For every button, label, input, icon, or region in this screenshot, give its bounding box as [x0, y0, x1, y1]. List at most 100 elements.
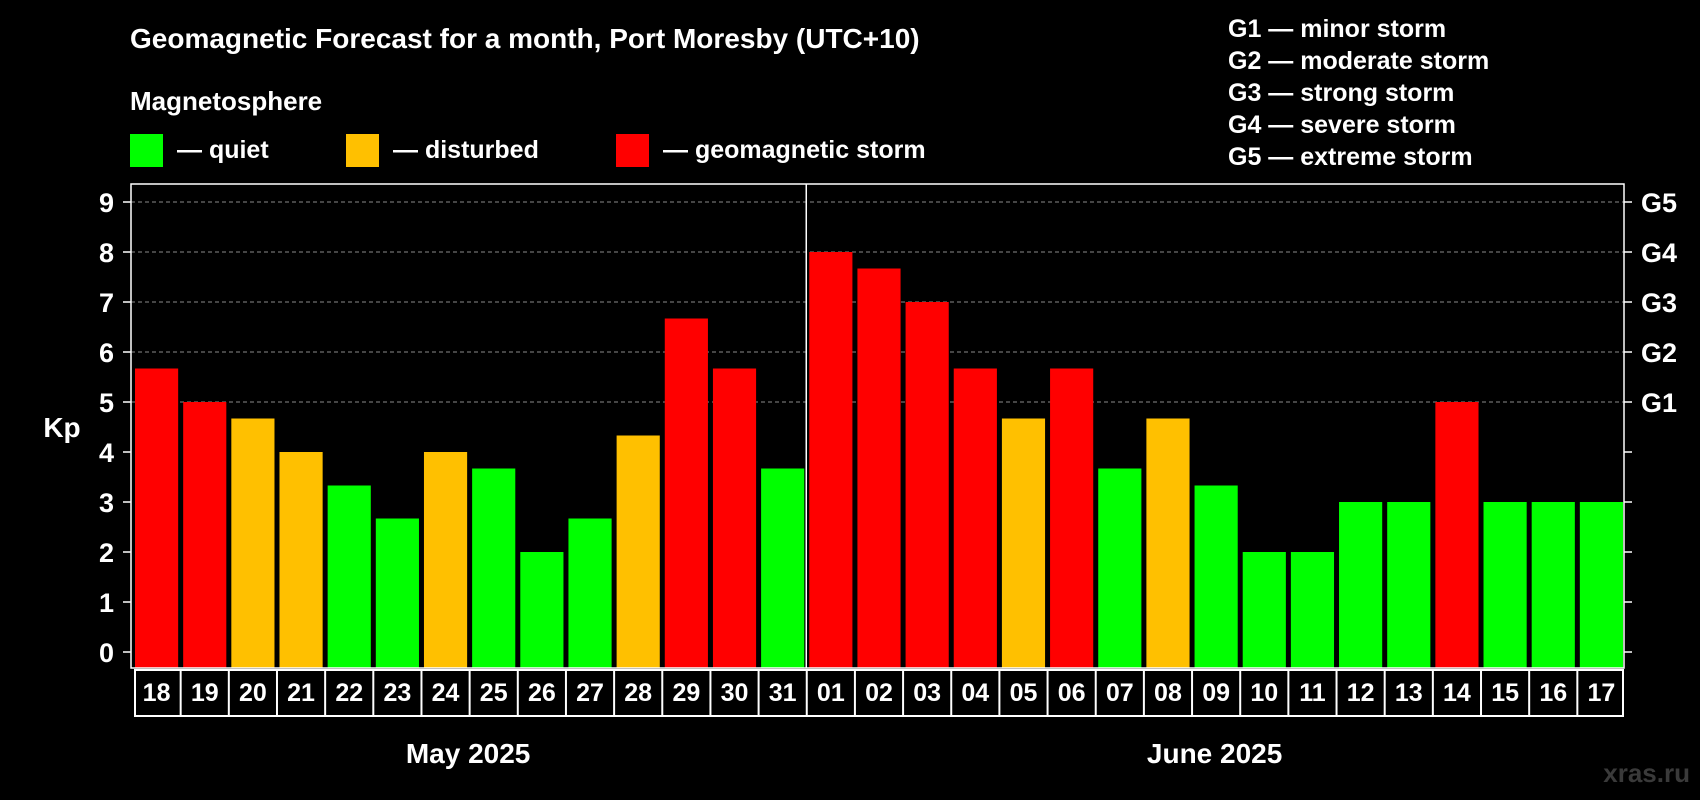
- bar-09: [1194, 485, 1238, 668]
- x-tick-label: 16: [1539, 679, 1567, 707]
- bar-11: [1290, 552, 1335, 668]
- x-tick-label: 09: [1202, 679, 1230, 707]
- bar-17: [1579, 502, 1623, 668]
- bar-19: [183, 402, 227, 668]
- x-tick-label: 10: [1250, 679, 1278, 707]
- x-tick-label: 03: [913, 679, 941, 707]
- storm-scale-item-0: G1 — minor storm: [1228, 15, 1446, 43]
- y-tick-label: 0: [99, 638, 114, 668]
- x-tick-label: 01: [817, 679, 845, 707]
- storm-scale-item-4: G5 — extreme storm: [1228, 143, 1473, 171]
- bar-01: [809, 252, 853, 668]
- x-tick-label: 31: [769, 679, 797, 707]
- bar-05: [1001, 418, 1046, 668]
- x-tick-label: 28: [624, 679, 652, 707]
- x-tick-label: 30: [721, 679, 749, 707]
- x-tick-label: 05: [1010, 679, 1038, 707]
- bar-16: [1531, 502, 1575, 668]
- storm-axis-label: G2: [1641, 338, 1677, 368]
- bars: [135, 252, 1623, 668]
- x-tick-label: 14: [1443, 679, 1471, 707]
- month-label: June 2025: [1147, 738, 1282, 769]
- y-tick-label: 6: [99, 338, 114, 368]
- x-tick-label: 07: [1106, 679, 1134, 707]
- bar-02: [857, 268, 901, 668]
- x-tick-label: 12: [1347, 679, 1375, 707]
- x-tick-label: 18: [143, 679, 171, 707]
- x-tick-label: 17: [1588, 679, 1616, 707]
- month-label: May 2025: [406, 738, 531, 769]
- x-axis-day-labels: 18 19 20 21 22 23 24 25 26 27 28 29 30 31 01 02 03 04 05 06…: [134, 669, 1624, 717]
- x-tick-label: 15: [1491, 679, 1519, 707]
- x-tick-label: 26: [528, 679, 556, 707]
- storm-axis-label: G3: [1641, 288, 1677, 318]
- storm-axis-label: G4: [1641, 238, 1677, 268]
- bar-31: [761, 468, 805, 668]
- y-axis-label: Kp: [43, 412, 80, 443]
- legend-swatch-0: [130, 134, 163, 167]
- storm-axis-label: G5: [1641, 188, 1677, 218]
- y-tick-label: 7: [99, 288, 114, 318]
- bar-21: [279, 452, 323, 668]
- y-tick-label: 1: [99, 588, 114, 618]
- bar-06: [1050, 368, 1094, 668]
- bar-30: [712, 368, 757, 668]
- bar-27: [568, 518, 612, 668]
- y-tick-label: 4: [99, 438, 114, 468]
- chart-title: Geomagnetic Forecast for a month, Port M…: [130, 23, 920, 54]
- y-tick-label: 9: [99, 188, 114, 218]
- x-tick-label: 21: [287, 679, 315, 707]
- bar-23: [375, 518, 419, 668]
- storm-axis-ticks: G1 G2 G3 G4 G5: [1624, 188, 1677, 653]
- x-tick-label: 08: [1154, 679, 1182, 707]
- x-tick-label: 22: [335, 679, 363, 707]
- x-tick-label: 23: [383, 679, 411, 707]
- bar-08: [1146, 418, 1190, 668]
- legend-label-2: — geomagnetic storm: [663, 136, 926, 164]
- x-axis-box: [134, 669, 1624, 717]
- legend-swatch-2: [616, 134, 649, 167]
- storm-scale-item-3: G4 — severe storm: [1228, 111, 1456, 139]
- x-tick-label: 11: [1299, 679, 1326, 707]
- storm-scale-legend: G1 — minor storm G2 — moderate storm G3 — …: [1228, 15, 1489, 171]
- storm-scale-item-1: G2 — moderate storm: [1228, 47, 1489, 75]
- y-axis-ticks: 0 1 2 3 4 5 6 7 8 9: [99, 188, 131, 668]
- bar-22: [327, 485, 371, 668]
- bar-24: [423, 452, 468, 668]
- bar-14: [1435, 402, 1479, 668]
- bar-25: [472, 468, 516, 668]
- bar-04: [953, 368, 997, 668]
- x-tick-label: 02: [865, 679, 893, 707]
- bar-12: [1339, 502, 1383, 668]
- legend: — quiet — disturbed — geomagnetic storm: [130, 134, 926, 167]
- storm-scale-item-2: G3 — strong storm: [1228, 79, 1454, 107]
- bar-26: [520, 552, 564, 668]
- x-tick-label: 29: [672, 679, 700, 707]
- x-tick-label: 06: [1058, 679, 1086, 707]
- bar-10: [1242, 552, 1286, 668]
- x-tick-label: 20: [239, 679, 267, 707]
- x-tick-label: 24: [432, 679, 460, 707]
- watermark: xras.ru: [1603, 758, 1690, 788]
- grid-lines: [131, 201, 1624, 403]
- y-tick-label: 5: [99, 388, 114, 418]
- storm-axis-label: G1: [1641, 388, 1677, 418]
- x-tick-label: 19: [191, 679, 219, 707]
- bar-13: [1387, 502, 1431, 668]
- legend-heading: Magnetosphere: [130, 86, 322, 116]
- y-tick-label: 3: [99, 488, 114, 518]
- bar-28: [616, 435, 660, 668]
- y-tick-label: 8: [99, 238, 114, 268]
- legend-label-0: — quiet: [177, 136, 269, 164]
- x-tick-label: 04: [961, 679, 989, 707]
- bar-18: [135, 368, 179, 668]
- x-tick-label: 25: [480, 679, 508, 707]
- y-tick-label: 2: [99, 538, 114, 568]
- bar-15: [1483, 502, 1527, 668]
- x-tick-label: 13: [1395, 679, 1423, 707]
- plot-frame: [130, 183, 1625, 669]
- bar-20: [231, 418, 275, 668]
- x-tick-label: 27: [576, 679, 604, 707]
- plot-border: [130, 183, 1625, 669]
